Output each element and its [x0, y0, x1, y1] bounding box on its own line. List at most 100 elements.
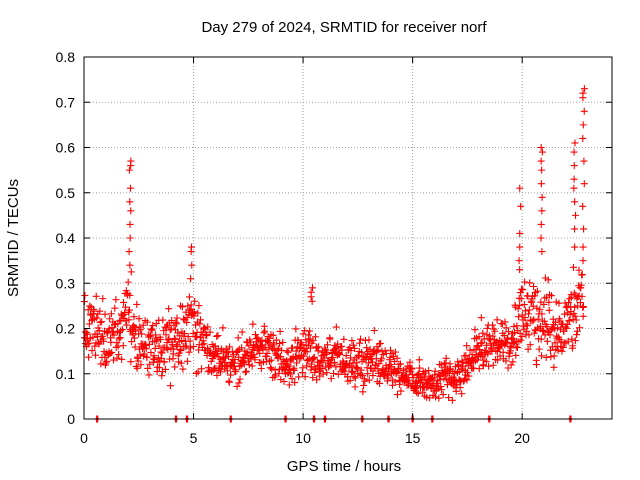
data-point: [541, 294, 549, 302]
data-point: [158, 349, 166, 357]
data-point: [538, 166, 546, 174]
data-point: [435, 394, 443, 402]
data-point: [180, 315, 188, 323]
data-point: [493, 316, 501, 324]
data-point: [200, 324, 208, 332]
data-point: [452, 387, 460, 395]
data-point: [537, 335, 545, 343]
data-point: [360, 381, 368, 389]
data-point: [475, 365, 483, 373]
data-point: [332, 323, 340, 331]
data-point: [580, 107, 588, 115]
data-point: [299, 364, 307, 372]
data-point: [131, 343, 139, 351]
data-point: [516, 243, 524, 251]
data-point: [219, 324, 227, 332]
data-point: [95, 327, 103, 335]
data-point: [157, 354, 165, 362]
data-point: [414, 390, 422, 398]
data-point: [348, 337, 356, 345]
data-point: [363, 344, 371, 352]
data-point: [196, 320, 204, 328]
data-point: [143, 318, 151, 326]
data-point: [115, 329, 123, 337]
data-point: [416, 364, 424, 372]
data-point: [177, 347, 185, 355]
data-point: [199, 337, 207, 345]
data-point: [323, 369, 331, 377]
data-point: [529, 317, 537, 325]
data-point: [334, 370, 342, 378]
data-point: [563, 324, 571, 332]
data-point: [122, 287, 130, 295]
data-point: [571, 225, 579, 233]
data-point: [554, 347, 562, 355]
data-point: [213, 371, 221, 379]
data-point: [167, 325, 175, 333]
data-point: [336, 350, 344, 358]
data-point: [569, 342, 577, 350]
data-point: [227, 371, 235, 379]
data-point: [580, 85, 588, 93]
y-tick-label: 0.5: [56, 185, 76, 201]
data-point: [266, 334, 274, 342]
data-point: [173, 341, 181, 349]
data-point: [149, 321, 157, 329]
data-point: [279, 338, 287, 346]
data-point: [579, 243, 587, 251]
data-point: [542, 353, 550, 361]
data-point: [351, 383, 359, 391]
data-point: [92, 292, 100, 300]
data-point: [303, 348, 311, 356]
data-point: [132, 362, 140, 370]
data-point: [338, 346, 346, 354]
data-point: [307, 293, 315, 301]
data-point: [475, 333, 483, 341]
data-point: [127, 268, 135, 276]
data-point: [522, 320, 530, 328]
data-point: [507, 361, 515, 369]
data-point: [292, 325, 300, 333]
data-point: [96, 307, 104, 315]
x-tick-label: 20: [514, 430, 530, 446]
data-point: [158, 372, 166, 380]
data-point: [306, 335, 314, 343]
data-point: [579, 312, 587, 320]
data-point: [295, 373, 303, 381]
data-point: [520, 301, 528, 309]
data-point: [458, 357, 466, 365]
data-point: [187, 301, 195, 309]
data-point: [350, 341, 358, 349]
data-point: [370, 327, 378, 335]
data-point: [505, 328, 513, 336]
data-point: [310, 353, 318, 361]
data-point: [557, 338, 565, 346]
data-point: [107, 338, 115, 346]
data-point: [173, 314, 181, 322]
data-point: [442, 354, 450, 362]
data-point: [194, 309, 202, 317]
data-point: [255, 346, 263, 354]
data-point: [358, 348, 366, 356]
data-point: [558, 347, 566, 355]
data-point: [463, 342, 471, 350]
data-point: [182, 342, 190, 350]
y-tick-label: 0.6: [56, 140, 76, 156]
data-point: [133, 364, 141, 372]
data-point: [290, 366, 298, 374]
data-point: [153, 337, 161, 345]
data-point: [286, 370, 294, 378]
data-point: [102, 359, 110, 367]
data-point: [214, 332, 222, 340]
data-point: [346, 343, 354, 351]
data-point: [185, 293, 193, 301]
data-point: [478, 339, 486, 347]
data-point: [517, 202, 525, 210]
data-point: [502, 357, 510, 365]
data-point: [126, 220, 134, 228]
data-point: [537, 157, 545, 165]
data-point: [547, 353, 555, 361]
data-point: [81, 291, 89, 299]
data-point: [551, 318, 559, 326]
